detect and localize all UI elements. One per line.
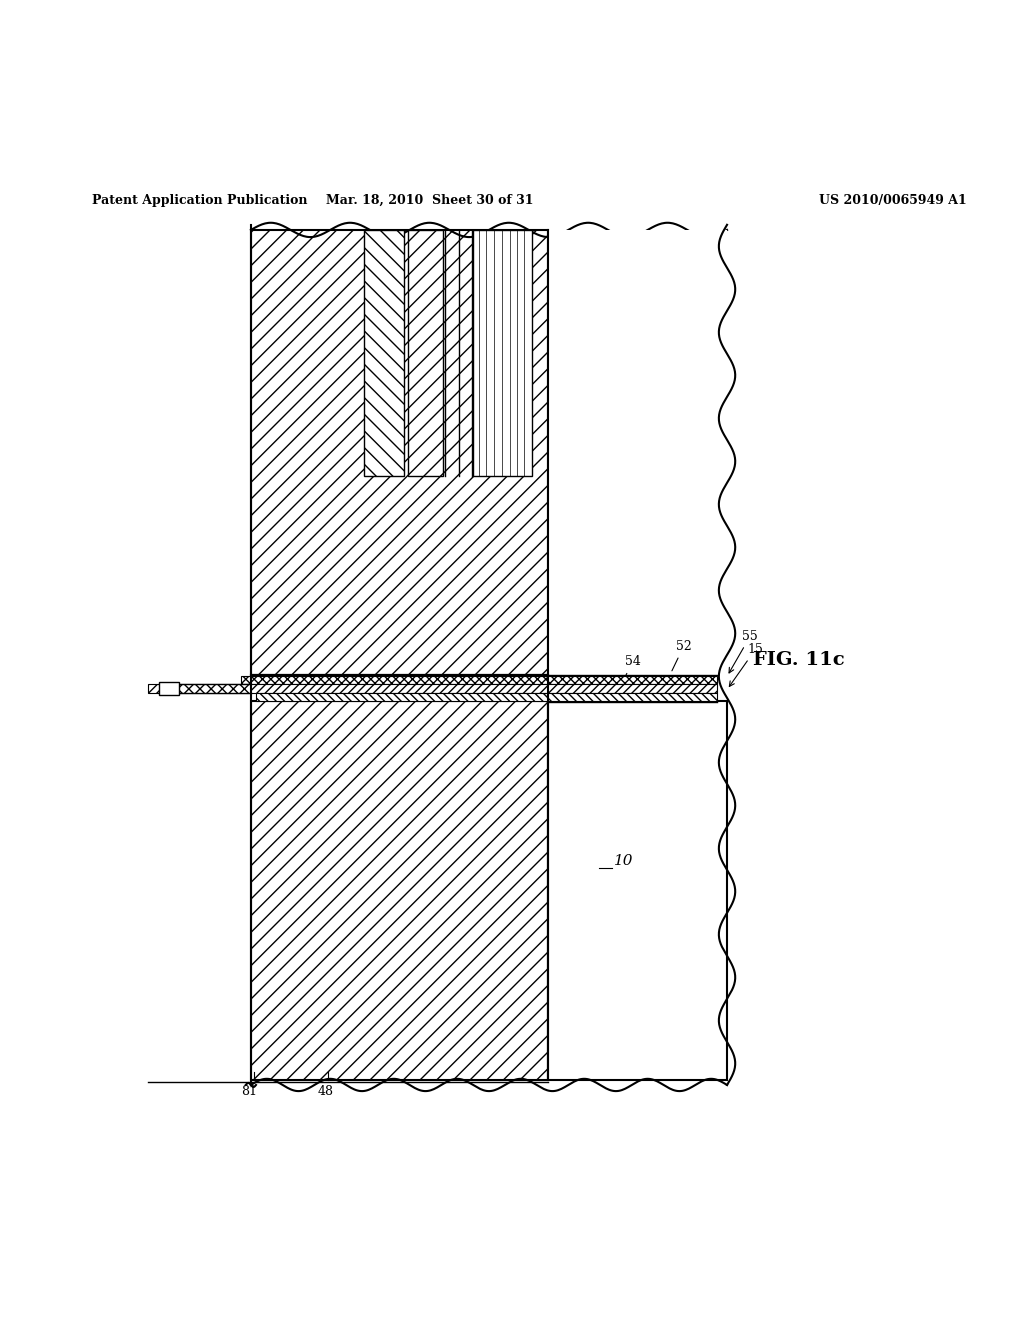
Bar	[548, 701, 727, 1080]
Bar	[148, 684, 717, 693]
Bar	[251, 230, 548, 676]
Bar	[241, 676, 717, 684]
Text: 48: 48	[317, 1085, 334, 1098]
Bar	[364, 230, 404, 475]
Text: Mar. 18, 2010  Sheet 30 of 31: Mar. 18, 2010 Sheet 30 of 31	[327, 194, 534, 207]
Text: Patent Application Publication: Patent Application Publication	[92, 194, 307, 207]
Bar	[256, 693, 717, 701]
Bar	[408, 230, 443, 475]
Bar	[473, 230, 532, 475]
Text: 10: 10	[614, 854, 634, 867]
Text: 54: 54	[615, 655, 641, 697]
Text: 52: 52	[672, 640, 691, 671]
Text: US 2010/0065949 A1: US 2010/0065949 A1	[819, 194, 967, 207]
Text: 81: 81	[241, 1085, 257, 1098]
Bar	[251, 701, 548, 1080]
Bar	[548, 230, 727, 676]
Bar	[159, 684, 251, 693]
Bar	[159, 681, 179, 694]
Text: FIG. 11c: FIG. 11c	[753, 651, 845, 669]
Text: 15: 15	[729, 643, 764, 686]
Text: 55: 55	[729, 630, 758, 673]
